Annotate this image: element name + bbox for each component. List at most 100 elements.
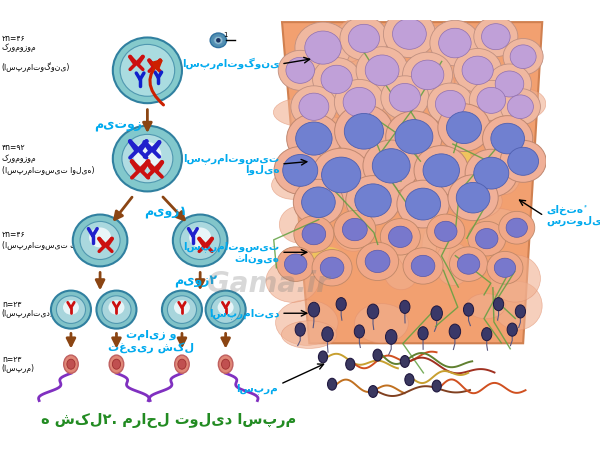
- Ellipse shape: [336, 297, 346, 310]
- Text: 1: 1: [223, 32, 228, 38]
- Ellipse shape: [334, 214, 373, 251]
- Ellipse shape: [112, 359, 121, 369]
- Ellipse shape: [346, 358, 355, 370]
- Ellipse shape: [482, 116, 533, 162]
- Ellipse shape: [73, 215, 127, 266]
- Ellipse shape: [507, 323, 517, 336]
- Text: اسپرماتید: اسپرماتید: [209, 308, 280, 319]
- Ellipse shape: [419, 52, 458, 85]
- Ellipse shape: [291, 86, 337, 128]
- Ellipse shape: [389, 83, 421, 112]
- Ellipse shape: [397, 180, 449, 228]
- Ellipse shape: [411, 255, 435, 277]
- Ellipse shape: [403, 52, 452, 98]
- Ellipse shape: [216, 38, 221, 43]
- Ellipse shape: [317, 135, 374, 182]
- Ellipse shape: [274, 98, 334, 127]
- Text: (اسپرماتوگونی): (اسپرماتوگونی): [2, 63, 70, 72]
- Text: ۲n=۴۶: ۲n=۴۶: [2, 34, 25, 43]
- Ellipse shape: [272, 171, 314, 199]
- Ellipse shape: [515, 305, 526, 318]
- Ellipse shape: [308, 302, 320, 317]
- Ellipse shape: [113, 126, 182, 191]
- Ellipse shape: [438, 104, 490, 152]
- Ellipse shape: [439, 147, 471, 167]
- Ellipse shape: [493, 281, 542, 330]
- Ellipse shape: [423, 154, 460, 187]
- Ellipse shape: [432, 380, 441, 392]
- Text: ه شکل۲. مراحل تولید اسپرم: ه شکل۲. مراحل تولید اسپرم: [41, 413, 296, 428]
- Ellipse shape: [435, 243, 471, 285]
- Ellipse shape: [448, 175, 498, 220]
- Ellipse shape: [339, 107, 393, 147]
- Ellipse shape: [312, 250, 352, 286]
- Ellipse shape: [482, 328, 492, 341]
- Ellipse shape: [482, 24, 510, 50]
- Ellipse shape: [396, 220, 436, 270]
- Ellipse shape: [475, 78, 509, 105]
- Ellipse shape: [422, 222, 450, 272]
- Text: (اسپرماتوسیت ثانویه): (اسپرماتوسیت ثانویه): [2, 242, 101, 251]
- Ellipse shape: [466, 229, 498, 249]
- Ellipse shape: [343, 175, 386, 205]
- Ellipse shape: [446, 112, 482, 144]
- Ellipse shape: [388, 226, 412, 248]
- Ellipse shape: [403, 248, 443, 284]
- Ellipse shape: [334, 142, 366, 162]
- Ellipse shape: [298, 71, 327, 102]
- Ellipse shape: [392, 18, 427, 50]
- Ellipse shape: [373, 349, 382, 361]
- Ellipse shape: [340, 17, 388, 60]
- Ellipse shape: [180, 221, 220, 260]
- Ellipse shape: [490, 255, 541, 302]
- Ellipse shape: [436, 90, 466, 117]
- Ellipse shape: [109, 300, 124, 315]
- Ellipse shape: [314, 50, 343, 97]
- Ellipse shape: [67, 359, 75, 369]
- Ellipse shape: [218, 355, 233, 374]
- Text: Gama.ir: Gama.ir: [207, 270, 330, 298]
- Ellipse shape: [284, 254, 307, 274]
- Ellipse shape: [508, 147, 539, 176]
- Ellipse shape: [430, 20, 480, 66]
- Ellipse shape: [283, 154, 318, 186]
- Ellipse shape: [296, 122, 332, 155]
- Ellipse shape: [334, 211, 376, 249]
- Ellipse shape: [479, 209, 519, 232]
- Ellipse shape: [133, 142, 161, 167]
- Ellipse shape: [447, 183, 502, 219]
- Ellipse shape: [334, 80, 385, 125]
- Ellipse shape: [383, 10, 436, 58]
- Ellipse shape: [487, 64, 532, 104]
- Ellipse shape: [281, 321, 337, 348]
- Ellipse shape: [463, 303, 473, 316]
- Ellipse shape: [313, 58, 361, 101]
- Ellipse shape: [365, 250, 390, 273]
- Ellipse shape: [280, 206, 318, 243]
- Ellipse shape: [418, 327, 428, 340]
- Ellipse shape: [508, 95, 533, 118]
- Ellipse shape: [372, 148, 410, 183]
- Text: اسپرم: اسپرم: [236, 383, 277, 394]
- Text: اسپرماتوسیت
اولیه: اسپرماتوسیت اولیه: [183, 153, 280, 176]
- Ellipse shape: [380, 219, 421, 255]
- Ellipse shape: [500, 89, 541, 125]
- Ellipse shape: [322, 327, 333, 342]
- Ellipse shape: [167, 296, 197, 324]
- Ellipse shape: [510, 45, 536, 68]
- Ellipse shape: [400, 356, 409, 367]
- Ellipse shape: [412, 60, 444, 90]
- Text: اسپرماتوگونی: اسپرماتوگونی: [182, 58, 280, 70]
- Ellipse shape: [302, 224, 326, 245]
- Ellipse shape: [51, 291, 91, 328]
- Ellipse shape: [466, 293, 505, 319]
- Ellipse shape: [173, 215, 227, 266]
- Ellipse shape: [368, 386, 377, 397]
- Ellipse shape: [178, 359, 186, 369]
- Ellipse shape: [275, 300, 338, 345]
- Ellipse shape: [299, 93, 329, 120]
- Ellipse shape: [355, 184, 391, 217]
- Ellipse shape: [278, 50, 322, 90]
- Ellipse shape: [487, 252, 523, 284]
- Ellipse shape: [302, 187, 335, 217]
